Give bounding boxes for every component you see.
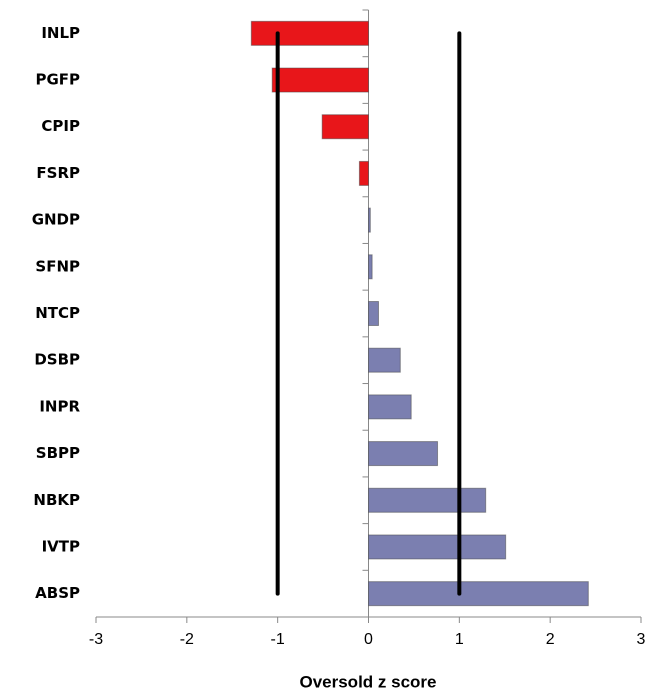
bar [368, 441, 439, 467]
y-tick-label: NTCP [35, 304, 80, 322]
x-tick-label: 1 [455, 631, 464, 648]
bar [368, 207, 371, 233]
bar [368, 394, 412, 420]
y-tick-label: SBPP [36, 444, 80, 462]
y-tick-label: CPIP [41, 117, 80, 135]
bar [321, 114, 369, 140]
y-tick-label: GNDP [32, 211, 80, 229]
x-tick-label: 0 [364, 631, 373, 648]
x-tick-label: 3 [637, 631, 646, 648]
bar [368, 347, 401, 373]
y-tick-label: NBKP [33, 491, 80, 509]
x-axis-label: Oversold z score [299, 672, 436, 691]
bar [358, 160, 369, 186]
x-tick-label: -3 [89, 631, 103, 648]
y-tick-label: PGFP [35, 71, 80, 89]
y-tick-label: SFNP [35, 257, 80, 275]
y-tick-label: ABSP [35, 584, 80, 602]
x-tick-label: -1 [271, 631, 285, 648]
x-tick-label: 2 [546, 631, 555, 648]
bar [368, 254, 373, 280]
bar [368, 301, 379, 326]
x-tick-label: -2 [180, 631, 194, 648]
bar [368, 534, 507, 560]
bar [250, 20, 369, 46]
bar [368, 487, 487, 513]
y-tick-label: FSRP [36, 164, 80, 182]
bar [271, 67, 370, 93]
y-tick-label: IVTP [42, 537, 80, 555]
y-tick-label: DSBP [34, 351, 80, 369]
y-tick-label: INPR [39, 397, 80, 415]
bar [368, 581, 589, 607]
y-tick-label: INLP [41, 24, 80, 42]
